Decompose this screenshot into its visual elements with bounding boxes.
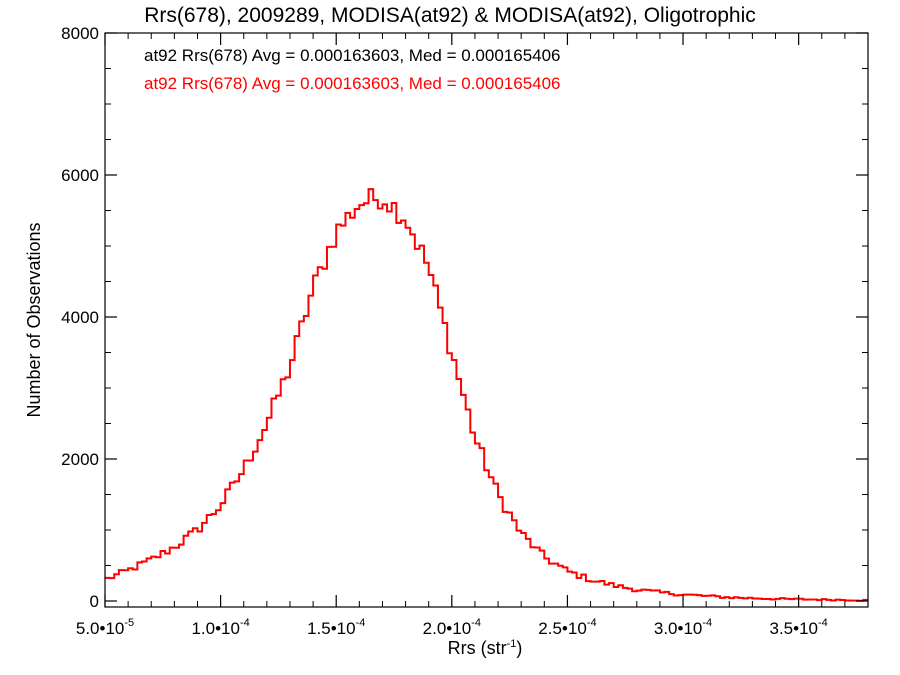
x-tick-label: 1.5•10-4 xyxy=(307,617,365,638)
x-tick-label: 2.0•10-4 xyxy=(423,617,481,638)
x-tick-label: 1.0•10-4 xyxy=(191,617,249,638)
x-tick-label: 2.5•10-4 xyxy=(538,617,596,638)
annotations: at92 Rrs(678) Avg = 0.000163603, Med = 0… xyxy=(144,46,561,93)
plot-frame xyxy=(104,32,869,608)
y-tick-label: 4000 xyxy=(61,308,99,327)
y-tick-label: 0 xyxy=(90,592,99,611)
y-tick-label: 6000 xyxy=(61,166,99,185)
annotation-text: at92 Rrs(678) Avg = 0.000163603, Med = 0… xyxy=(144,74,561,93)
chart-title: Rrs(678), 2009289, MODISA(at92) & MODISA… xyxy=(144,4,756,27)
x-axis-label: Rrs (str-1) xyxy=(448,638,523,658)
x-tick-label: 5.0•10-5 xyxy=(76,617,134,638)
histogram-line-black xyxy=(105,188,868,602)
y-axis-label: Number of Observations xyxy=(24,222,44,417)
x-tick-label: 3.5•10-4 xyxy=(769,617,827,638)
histogram-series xyxy=(105,188,868,602)
histogram-line-red xyxy=(105,188,868,602)
x-tick-label: 3.0•10-4 xyxy=(654,617,712,638)
y-tick-label: 2000 xyxy=(61,450,99,469)
annotation-text: at92 Rrs(678) Avg = 0.000163603, Med = 0… xyxy=(144,46,561,65)
axis-ticks: 0 2000 4000 6000 8000 5.0•10-5 1.0•10-4 1.5•10-… xyxy=(61,24,868,638)
y-tick-label: 8000 xyxy=(61,24,99,43)
